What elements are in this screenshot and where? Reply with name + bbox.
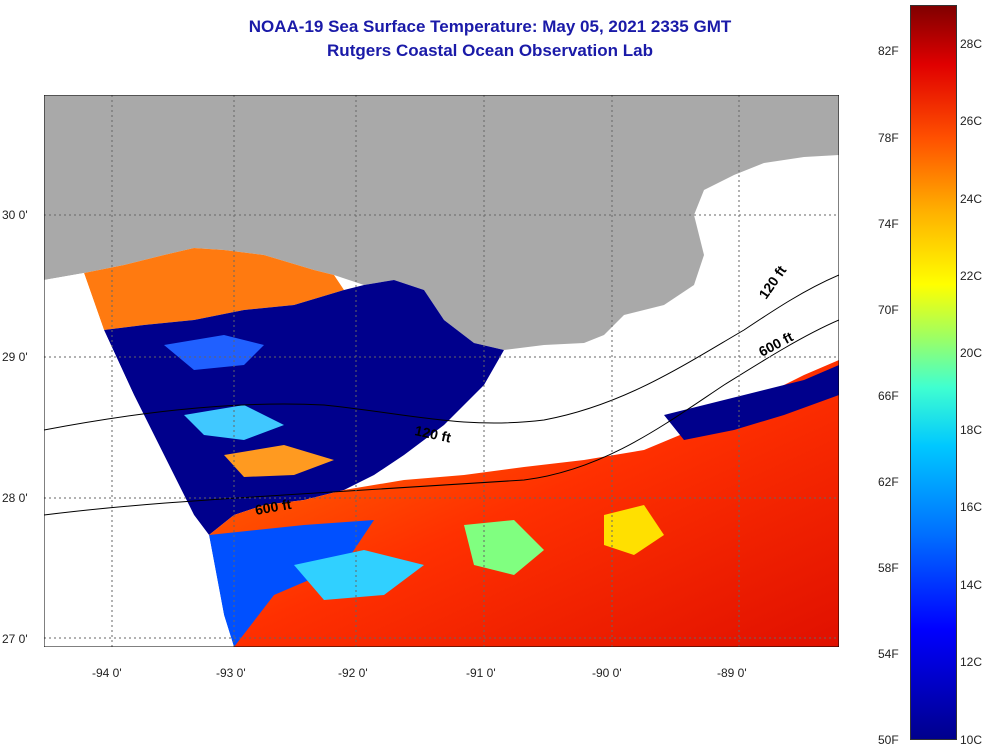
land-area <box>44 95 839 350</box>
lat-label: 27 0' <box>2 632 28 646</box>
lon-label: -90 0' <box>592 666 622 680</box>
colorbar-f-label: 58F <box>878 561 899 575</box>
colorbar-c-label: 28C <box>960 37 983 51</box>
colorbar-f-label: 54F <box>878 647 899 661</box>
colorbar-c-label: 16C <box>960 500 983 514</box>
sst-map: 120 ft 600 ft 120 ft 600 ft <box>44 95 839 647</box>
contour-label: 600 ft <box>254 496 293 518</box>
colorbar-f-label: 78F <box>878 131 899 145</box>
colorbar-c-label: 10C <box>960 733 983 747</box>
lon-label: -94 0' <box>92 666 122 680</box>
lon-label: -91 0' <box>466 666 496 680</box>
colorbar-c-label: 18C <box>960 423 983 437</box>
colorbar-c-label: 26C <box>960 114 983 128</box>
map-title: NOAA-19 Sea Surface Temperature: May 05,… <box>248 17 732 36</box>
colorbar-c-label: 14C <box>960 578 983 592</box>
colorbar-f-label: 66F <box>878 389 899 403</box>
colorbar-c-label: 12C <box>960 655 983 669</box>
lat-label: 29 0' <box>2 350 28 364</box>
lon-label: -89 0' <box>717 666 747 680</box>
temperature-colorbar <box>910 5 957 740</box>
colorbar-c-label: 22C <box>960 269 983 283</box>
lat-label: 28 0' <box>2 491 28 505</box>
colorbar-c-label: 24C <box>960 192 983 206</box>
lon-label: -92 0' <box>338 666 368 680</box>
contour-label: 120 ft <box>413 422 452 445</box>
lat-label: 30 0' <box>2 208 28 222</box>
colorbar-f-label: 82F <box>878 44 899 58</box>
colorbar-f-label: 62F <box>878 475 899 489</box>
colorbar-f-label: 70F <box>878 303 899 317</box>
colorbar-f-label: 50F <box>878 733 899 747</box>
colorbar-c-label: 20C <box>960 346 983 360</box>
lon-label: -93 0' <box>216 666 246 680</box>
colorbar-f-label: 74F <box>878 217 899 231</box>
map-subtitle: Rutgers Coastal Ocean Observation Lab <box>327 41 653 60</box>
